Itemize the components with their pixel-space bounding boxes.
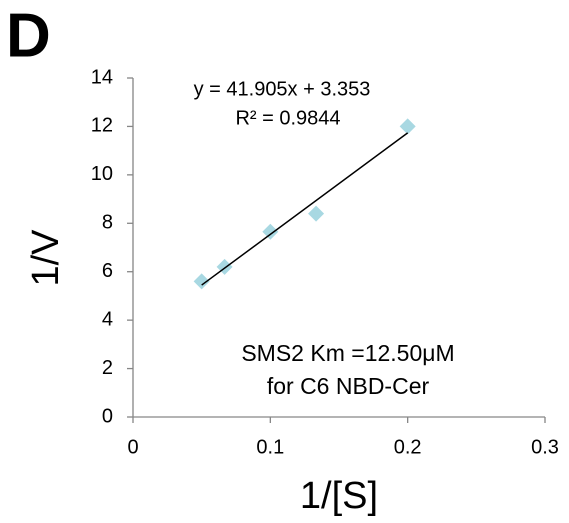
y-tick-label: 6 [102,260,113,282]
x-tick-label: 0.3 [531,436,559,458]
x-tick-label: 0.1 [256,436,284,458]
y-tick-label: 2 [102,357,113,379]
equation: y = 41.905x + 3.353 [194,78,371,100]
trendline [201,132,409,286]
y-tick-label: 8 [102,212,113,234]
annotation: SMS2 Km =12.50μM [241,340,454,366]
y-tick-label: 14 [91,66,113,88]
y-tick-label: 0 [102,405,113,427]
point [193,273,210,290]
x-tick-label: 0.2 [394,436,422,458]
point [308,205,325,222]
panel-label: D [6,1,51,70]
annotation: for C6 NBD-Cer [267,373,430,399]
r-squared: R² = 0.9844 [235,107,340,129]
y-tick-label: 4 [102,308,113,330]
x-tick-label: 0 [127,436,138,458]
y-tick-label: 10 [91,163,113,185]
y-axis-label: 1/V [25,229,67,287]
point [262,223,279,240]
y-tick-label: 12 [91,115,113,137]
point [399,118,416,135]
x-axis-label: 1/[S] [300,475,378,517]
